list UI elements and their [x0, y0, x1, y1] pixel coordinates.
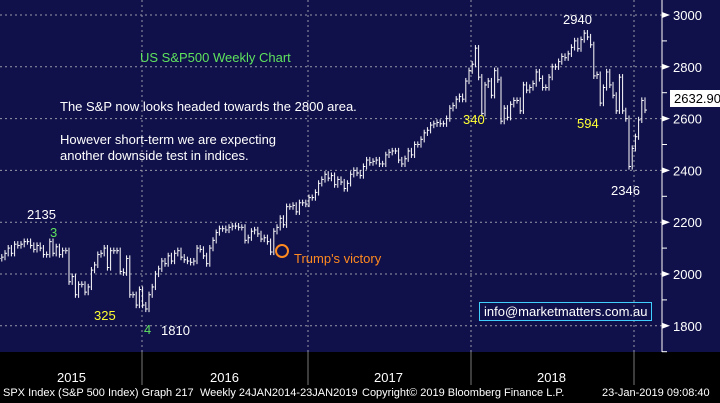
trump-victory-label: Trump's victory — [294, 251, 382, 266]
footer-timestamp: 23-Jan-2019 09:08:40 — [602, 387, 710, 399]
label-594: 594 — [577, 116, 599, 131]
tick-arrow — [662, 322, 670, 329]
y-tick-label: 2400 — [673, 163, 702, 178]
chart-heading: US S&P500 Weekly Chart — [140, 50, 291, 65]
footer-index: SPX Index (S&P 500 Index) Graph 217 — [3, 387, 194, 399]
tick-arrow — [662, 12, 670, 18]
label-2346: 2346 — [611, 183, 640, 198]
tick-arrow — [662, 271, 670, 277]
footer-copyright: Copyright© 2019 Bloomberg Finance L.P. — [362, 387, 565, 399]
y-tick-label: 1800 — [673, 319, 702, 334]
year-label: 2016 — [210, 370, 239, 385]
note-line2b: another downside test in indices. — [60, 148, 249, 163]
tick-arrow — [662, 115, 670, 122]
year-label: 2018 — [537, 370, 566, 385]
email-box: info@marketmatters.com.au — [479, 302, 653, 321]
footer-range: Weekly 24JAN2014-23JAN2019 — [200, 387, 358, 399]
y-tick-label: 2600 — [673, 112, 702, 127]
tick-arrow — [662, 167, 670, 174]
y-tick-label: 2000 — [673, 267, 702, 282]
label-1810: 1810 — [161, 323, 190, 338]
y-tick-label: 3000 — [673, 8, 702, 23]
tick-arrow — [662, 63, 670, 70]
note-line2a: However short-term we are expecting — [60, 132, 277, 147]
wave-3: 3 — [50, 225, 58, 240]
label-325: 325 — [94, 308, 116, 323]
y-tick-label: 2200 — [673, 215, 702, 230]
last-price-label: 2632.90 — [670, 90, 720, 107]
year-label: 2017 — [374, 370, 403, 385]
wave-4: 4 — [144, 322, 152, 337]
label-340: 340 — [463, 112, 485, 127]
label-2135: 2135 — [27, 207, 56, 222]
y-tick-label: 2800 — [673, 60, 702, 75]
label-2940: 2940 — [563, 12, 592, 27]
trump-victory-marker — [275, 244, 289, 258]
note-line1: The S&P now looks headed towards the 280… — [60, 99, 357, 114]
year-label: 2015 — [57, 370, 86, 385]
tick-arrow — [662, 219, 670, 226]
